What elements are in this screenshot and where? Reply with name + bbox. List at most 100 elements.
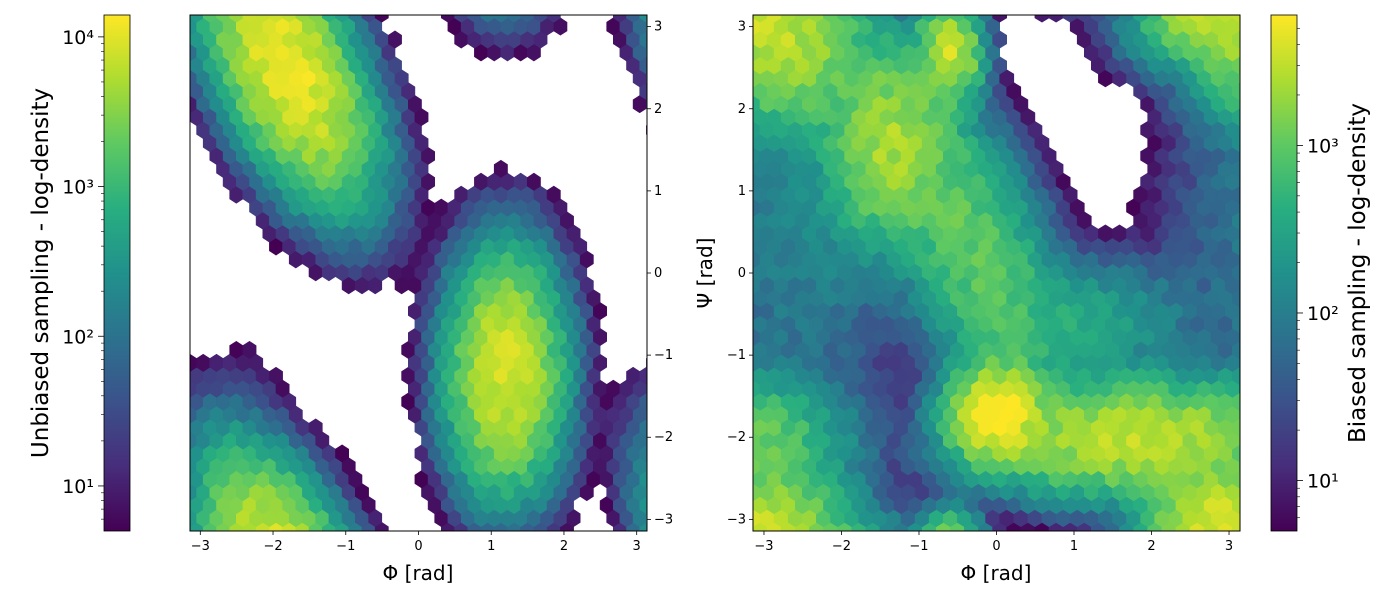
- hexbin-cell: [653, 83, 666, 100]
- hexbin-cell: [374, 15, 389, 23]
- hexbin-left: [170, 15, 666, 552]
- hexbin-cell: [753, 448, 754, 459]
- hexbin-cell: [242, 340, 257, 359]
- hexbin-cell: [653, 393, 666, 410]
- x-tick-label: 3: [633, 539, 641, 554]
- hexbin-cell: [1239, 150, 1240, 161]
- y-tick-label: −1: [654, 348, 673, 363]
- hexbin-cell: [653, 445, 666, 462]
- colorbar-tick-label: 10¹: [1307, 471, 1339, 493]
- x-tick-label: 0: [414, 539, 422, 554]
- hexbin-cell: [493, 159, 508, 178]
- hexbin-cell: [646, 461, 647, 472]
- y-tick-label: 1: [738, 184, 746, 199]
- hexbin-cell: [1246, 445, 1260, 462]
- hexbin-cell: [1169, 535, 1183, 552]
- hexbin-cell: [527, 535, 540, 552]
- hexbin-cell: [1183, 535, 1197, 552]
- hexbin-cell: [1239, 280, 1240, 291]
- hexbin-cell: [774, 535, 788, 552]
- hexbin-cell: [646, 487, 647, 498]
- hexbin-cell: [546, 15, 561, 23]
- hexbin-cell: [1113, 535, 1127, 552]
- hexbin-cell: [1098, 535, 1112, 552]
- y-tick-label: 2: [738, 102, 746, 117]
- hexbin-cell: [653, 134, 666, 151]
- y-tick-label: 0: [738, 266, 746, 281]
- hexbin-cell: [1246, 238, 1260, 255]
- hexbin-cell: [289, 535, 302, 552]
- hexbin-cell: [646, 73, 647, 84]
- hexbin-cell: [646, 535, 659, 552]
- hexbin-cell: [514, 535, 527, 552]
- hexbin-cell: [1246, 471, 1260, 488]
- hexbin-cell: [1246, 160, 1260, 177]
- hexbin-cell: [1034, 15, 1050, 23]
- hexbin-cell: [1246, 57, 1260, 74]
- hexbin-right: [732, 15, 1260, 552]
- x-tick-label: 2: [560, 539, 568, 554]
- hexbin-cell: [461, 535, 474, 552]
- x-tick-label: −3: [754, 539, 773, 554]
- hexbin-cell: [526, 172, 541, 191]
- hexbin-cell: [753, 293, 754, 303]
- hexbin-cell: [1246, 186, 1260, 203]
- x-tick-label: −1: [336, 539, 355, 554]
- x-tick-label: −2: [263, 539, 282, 554]
- hexbin-cell: [1239, 383, 1240, 394]
- hexbin-cell: [1239, 409, 1240, 420]
- hexbin-cell: [1246, 419, 1260, 436]
- colorbar-right-label: Biased sampling - log-density: [1345, 103, 1371, 443]
- hexbin-cell: [190, 371, 191, 381]
- hexbin-cell: [1197, 535, 1211, 552]
- hexbin-cell: [170, 18, 183, 35]
- hexbin-cell: [1084, 535, 1098, 552]
- hexbin-cell: [788, 535, 802, 552]
- hexbin-cell: [1246, 522, 1260, 539]
- hexbin-cell: [802, 535, 816, 552]
- hexbin-cell: [653, 367, 666, 384]
- hexbin-cell: [1239, 535, 1253, 552]
- x-axis-label-right: Φ [rad]: [961, 561, 1032, 585]
- hexbin-cell: [732, 484, 746, 501]
- y-tick-label: −1: [727, 348, 746, 363]
- hexbin-cell: [929, 535, 943, 552]
- hexbin-cell: [753, 164, 754, 174]
- hexbin-cell: [753, 319, 754, 329]
- hexbin-cell: [1246, 315, 1260, 332]
- colorbar-right-gradient: [1270, 14, 1298, 532]
- hexbin-cell: [236, 535, 249, 552]
- hexbin-cell: [1239, 306, 1240, 317]
- hexbin-cell: [1239, 435, 1240, 446]
- hexbin-cell: [753, 241, 754, 252]
- y-tick-label: 0: [654, 266, 662, 281]
- hexbin-cell: [190, 526, 191, 531]
- hexbin-cell: [190, 500, 191, 510]
- hexbin-cell: [170, 406, 183, 423]
- hexbin-cell: [972, 535, 986, 552]
- hexbin-cell: [1246, 83, 1260, 100]
- hexbin-cell: [646, 47, 647, 58]
- colorbar-left: 10¹ 10² 10³ 10⁴ Unbiased sampling - log-den…: [28, 14, 131, 532]
- x-tick-label: 3: [1225, 539, 1233, 554]
- hexbin-cell: [1232, 15, 1240, 23]
- hexbin-cell: [1239, 47, 1240, 58]
- hexbin-cell: [190, 15, 191, 19]
- colorbar-right: 10¹ 10² 10³ Biased sampling - log-density: [1270, 14, 1371, 532]
- hexbin-cell: [753, 138, 754, 148]
- hexbin-cell: [732, 147, 746, 164]
- hexbin-cell: [269, 366, 283, 385]
- hexbin-cell: [1246, 367, 1260, 384]
- hexbin-cell: [653, 57, 666, 74]
- hexbin-cell: [957, 535, 971, 552]
- hexbin-cell: [1239, 513, 1240, 524]
- hexbin-cell: [646, 124, 647, 136]
- hexbin-cell: [732, 121, 746, 138]
- hexbin-cell: [302, 535, 315, 552]
- hexbin-cell: [1246, 393, 1260, 410]
- y-tick-label: −2: [654, 430, 673, 445]
- hexbin-cell: [1246, 212, 1260, 229]
- hexbin-cell: [859, 535, 873, 552]
- hexbin-cell: [887, 535, 901, 552]
- colorbar-right-ticks: 10¹ 10² 10³: [1297, 27, 1339, 519]
